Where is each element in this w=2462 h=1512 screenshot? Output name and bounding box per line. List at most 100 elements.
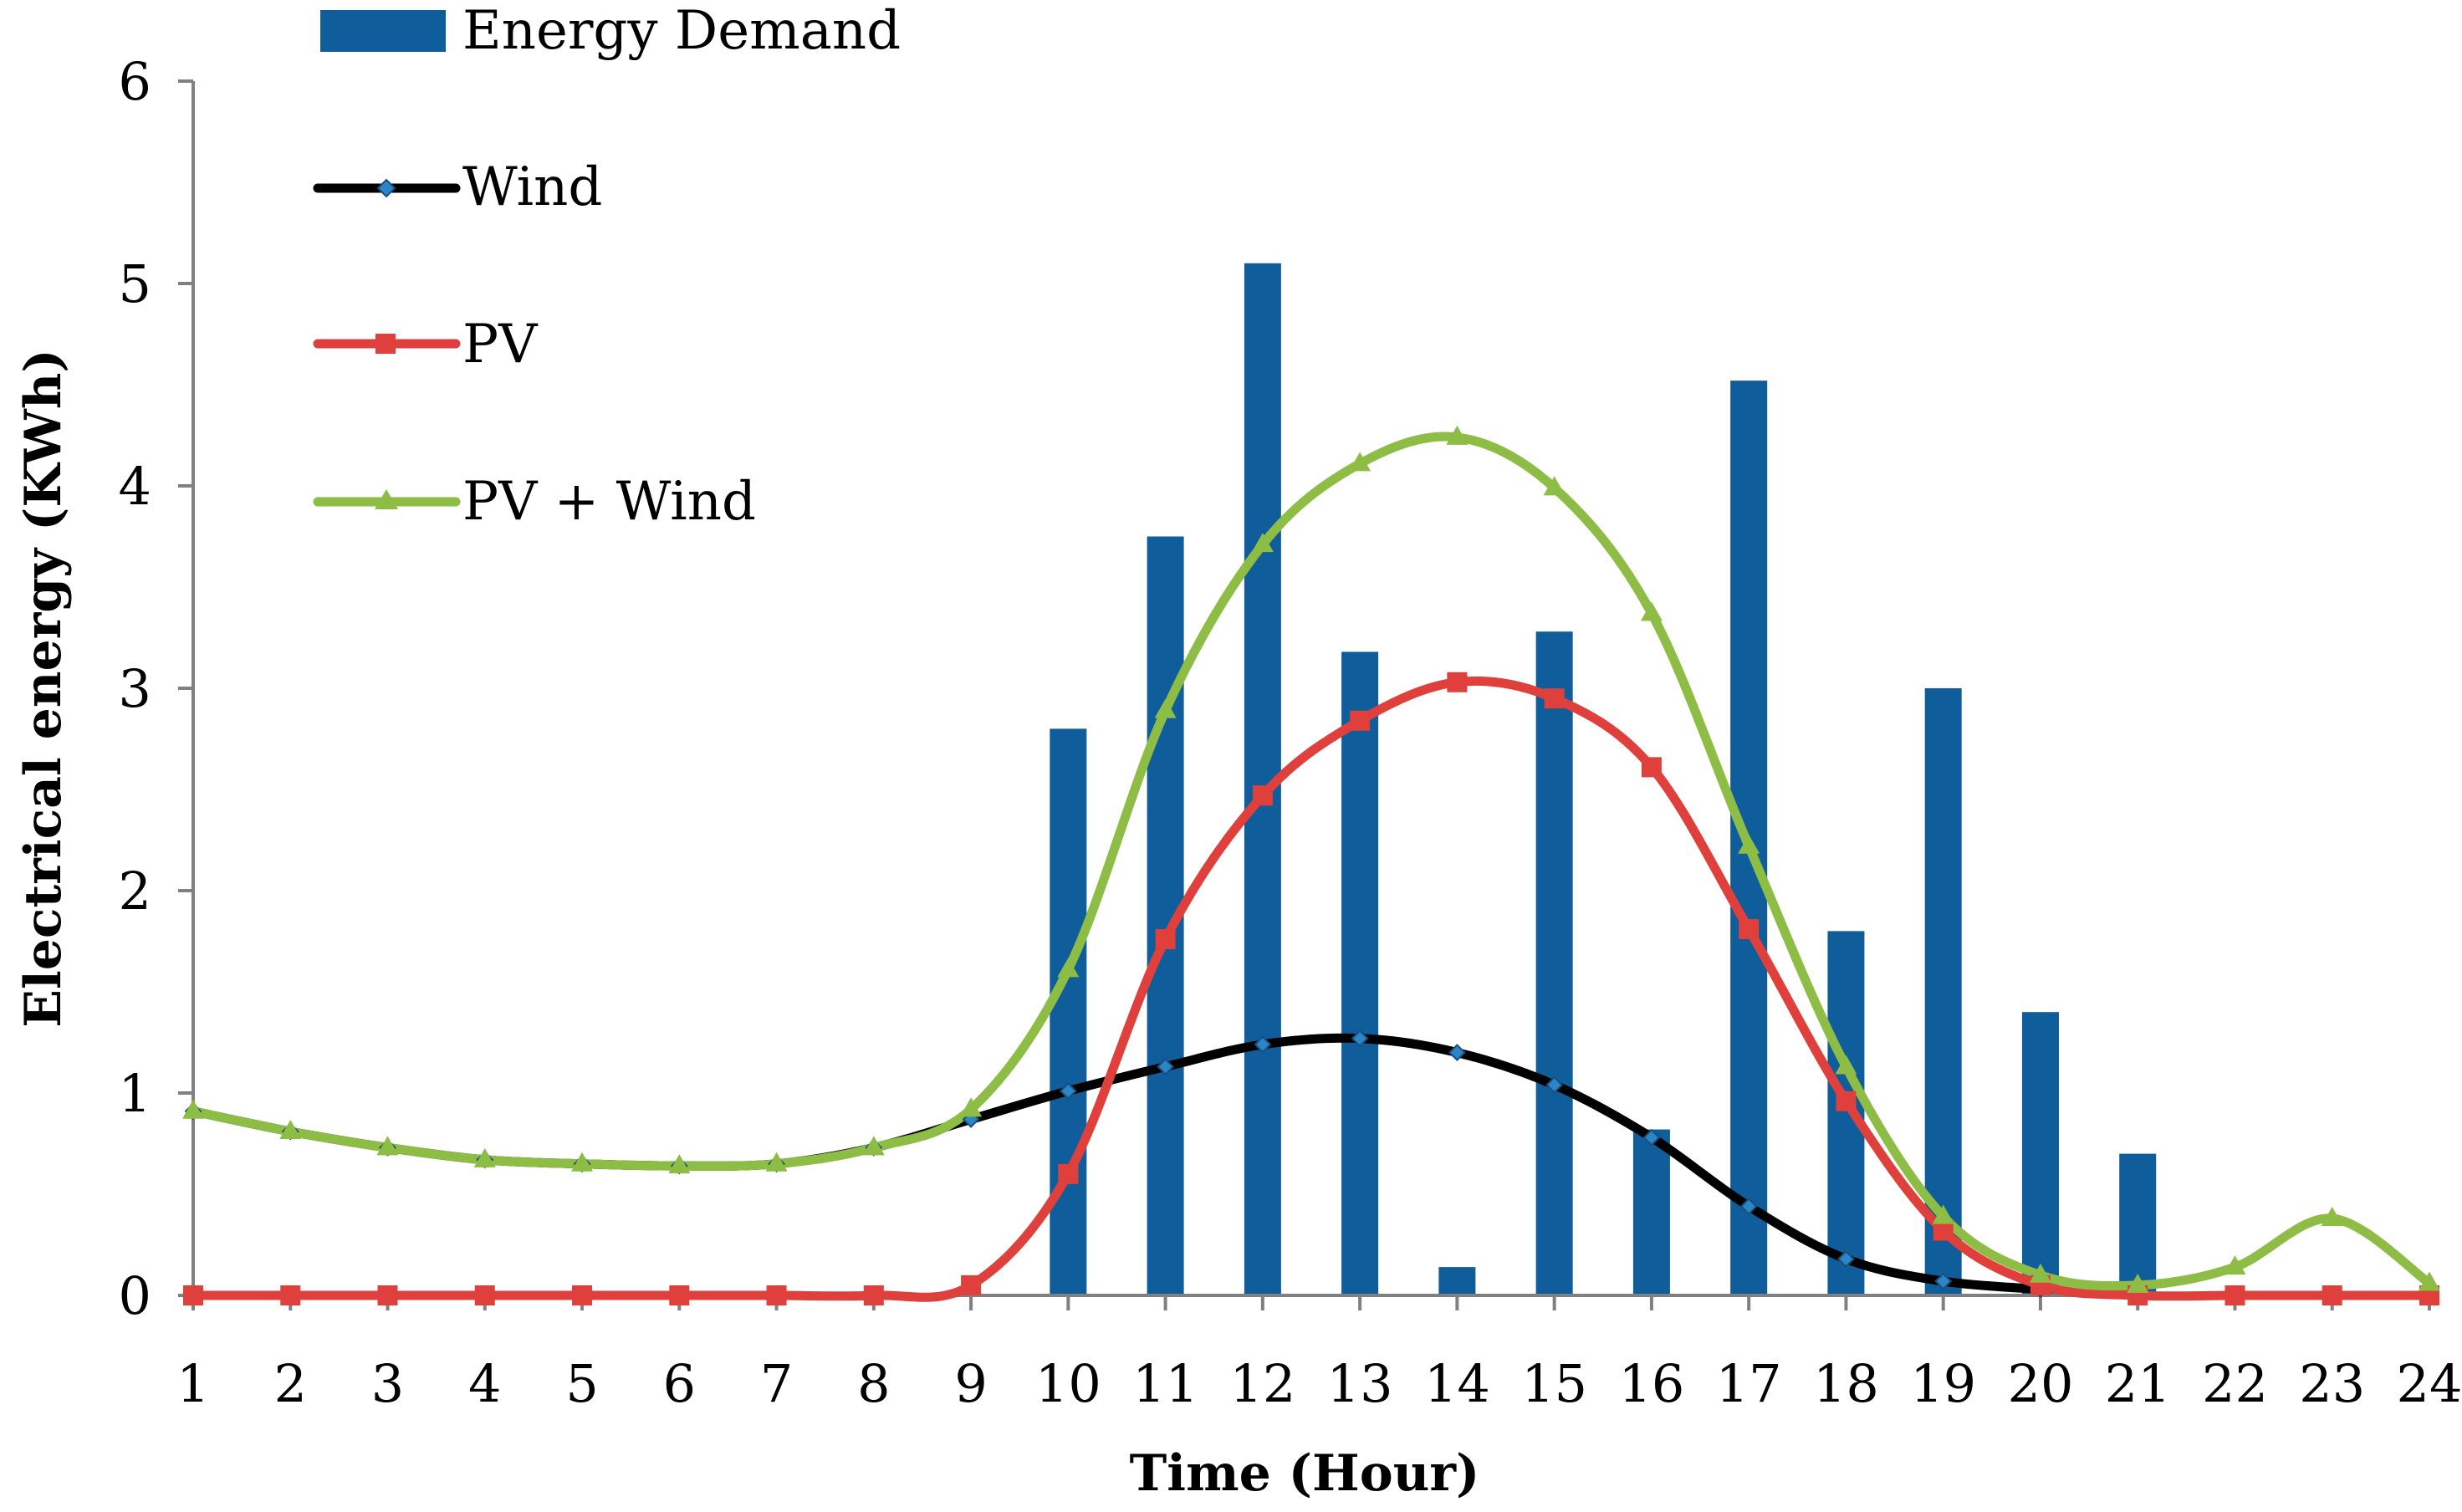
x-tick-label: 3 [371,1353,404,1414]
legend-marker-pv [375,334,396,354]
point-pv-wind [376,1136,399,1156]
point-wind [1739,1198,1758,1215]
point-pv-wind [2321,1207,2343,1227]
point-pv [1641,757,1662,778]
point-pv-wind [1932,1204,1954,1224]
point-pv [1836,1091,1857,1111]
x-tick-label: 7 [760,1353,793,1414]
point-wind [1254,1035,1272,1054]
x-tick-label: 21 [2105,1353,2171,1414]
bar-energy-demand [1535,631,1573,1295]
point-pv-wind [668,1154,691,1174]
x-tick-label: 16 [1618,1353,1684,1414]
x-tick-label: 5 [565,1353,598,1414]
legend-label-pv: PV [462,314,539,375]
y-tick-label: 6 [119,51,151,112]
point-wind [1448,1044,1466,1062]
point-pv [961,1274,982,1295]
point-wind [1157,1058,1175,1075]
lines-layer [188,432,2434,1302]
x-tick-label: 14 [1424,1353,1490,1414]
y-tick-label: 1 [119,1063,151,1124]
x-axis-title: Time (Hour) [1130,1444,1480,1503]
point-pv-wind [2419,1271,2440,1291]
point-wind [1059,1082,1077,1100]
legend-swatch-energy-demand [320,10,446,52]
x-tick-label: 8 [857,1353,890,1414]
point-pv-wind [1738,834,1760,854]
y-tick-label: 0 [119,1265,151,1326]
x-tick-label: 22 [2202,1353,2268,1414]
y-tick-label: 2 [119,861,151,922]
x-tick-label: 1 [176,1353,209,1414]
legend: Energy Demand Wind PV PV + Wind [313,0,901,533]
x-tick-label: 12 [1229,1353,1295,1414]
y-tick-label: 5 [119,253,151,314]
line-pv-wind [188,432,2434,1291]
legend-label-wind: Wind [462,156,602,218]
point-pv-wind [1446,425,1469,445]
x-tick-label: 4 [468,1353,501,1414]
point-pv [280,1285,301,1305]
point-pv-wind [571,1152,594,1172]
point-pv-wind [862,1136,885,1156]
point-pv [1447,672,1468,692]
point-pv [1155,929,1176,950]
x-tick-label: 10 [1035,1353,1101,1414]
legend-marker-pv-wind [375,489,398,509]
legend-label-energy-demand: Energy Demand [462,0,901,62]
x-tick-label: 19 [1910,1353,1976,1414]
x-tick-label: 11 [1132,1353,1198,1414]
point-pv-wind [2029,1263,2051,1283]
point-pv-wind [1349,452,1371,472]
bar-energy-demand [1050,728,1087,1295]
x-tick-label: 9 [954,1353,987,1414]
point-pv [1739,918,1760,939]
bar-energy-demand [1632,1129,1670,1295]
x-tick-label: 18 [1813,1353,1879,1414]
point-wind [1545,1075,1564,1094]
bar-energy-demand [1438,1267,1476,1295]
x-tick-label: 2 [274,1353,307,1414]
bar-energy-demand [1341,651,1379,1295]
point-pv-wind [279,1119,302,1139]
point-wind [1351,1029,1369,1048]
y-axis-title: Electrical energy (KWh) [14,349,73,1028]
point-wind [1642,1128,1661,1147]
point-pv-wind [1251,533,1274,553]
point-pv-wind [765,1152,788,1172]
x-tick-label: 13 [1327,1353,1393,1414]
point-pv [1058,1163,1079,1184]
axes-layer [192,81,2429,1297]
point-pv-wind [1835,1055,1857,1075]
bar-energy-demand [1924,688,1962,1295]
point-wind [1934,1272,1953,1290]
point-pv-wind [182,1099,204,1119]
bars-layer [1050,263,2157,1295]
point-pv [572,1285,593,1305]
point-pv [2224,1285,2245,1305]
point-pv-wind [2127,1273,2149,1293]
line-pv [188,676,2434,1302]
point-pv-wind [1154,698,1177,718]
point-pv-wind [2224,1255,2246,1275]
point-pv-wind [960,1097,983,1117]
point-pv-wind [1543,476,1566,496]
point-pv [2322,1285,2342,1305]
point-pv [1350,710,1371,731]
point-pv [863,1285,884,1305]
y-tick-label: 3 [119,658,151,719]
point-pv [1252,785,1273,806]
x-tick-label: 23 [2299,1353,2365,1414]
x-tick-label: 15 [1521,1353,1587,1414]
x-tick-label: 24 [2397,1353,2462,1414]
legend-marker-wind [376,178,396,198]
point-pv [183,1285,203,1305]
point-pv [377,1285,398,1305]
legend-label-pv-wind: PV + Wind [462,471,756,533]
bar-energy-demand [2021,1012,2059,1295]
point-pv-wind [1640,601,1663,621]
point-pv [669,1285,690,1305]
